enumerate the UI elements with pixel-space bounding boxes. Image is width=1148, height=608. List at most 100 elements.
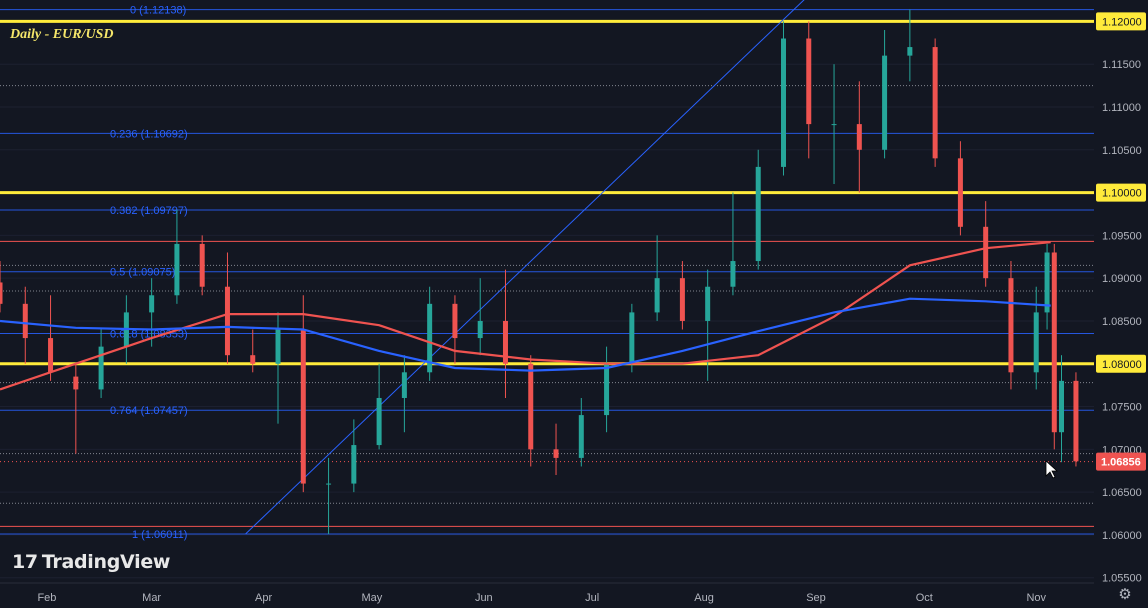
time-tick-label: Jun xyxy=(475,592,493,604)
current-price-label: 1.06856 xyxy=(1101,457,1141,469)
ma-red-line xyxy=(0,241,1051,391)
price-tick-label: 1.06500 xyxy=(1102,487,1142,499)
tradingview-logo: 17 TradingView xyxy=(12,551,170,573)
candle-body xyxy=(174,243,180,296)
candle-body xyxy=(1044,252,1050,313)
price-tick-label: 1.06000 xyxy=(1102,530,1142,542)
price-axis-background xyxy=(1094,0,1148,608)
current-price-tag[interactable] xyxy=(1096,452,1146,471)
candle-body xyxy=(326,483,332,485)
candle-body xyxy=(199,243,205,287)
candle-body xyxy=(780,38,786,167)
price-tick-label: 1.09500 xyxy=(1102,230,1142,242)
time-tick-label: Nov xyxy=(1026,592,1046,604)
price-tag-key xyxy=(1096,354,1146,373)
price-tick-label: 1.09000 xyxy=(1102,273,1142,285)
gear-icon[interactable]: ⚙ xyxy=(1118,586,1132,603)
price-tag-key xyxy=(1096,12,1146,31)
candle-body xyxy=(502,320,508,364)
candle-body xyxy=(1051,252,1057,433)
candle-body xyxy=(755,166,761,262)
fib-level-label: 0.382 (1.09797) xyxy=(110,205,188,217)
candle-body xyxy=(604,363,610,416)
price-tick-label: 1.08000 xyxy=(1102,359,1142,371)
price-tag-key xyxy=(1096,183,1146,202)
candle-body xyxy=(882,55,888,150)
candle-body xyxy=(806,38,812,125)
fib-level-label: 0.236 (1.10692) xyxy=(110,128,188,140)
price-tick-label: 1.07500 xyxy=(1102,402,1142,414)
candle-body xyxy=(1008,278,1014,373)
price-tick-label: 1.08500 xyxy=(1102,316,1142,328)
arrow-cursor-icon xyxy=(1045,460,1059,479)
time-tick-label: Aug xyxy=(694,592,714,604)
time-tick-label: Jul xyxy=(585,592,599,604)
candle-body xyxy=(907,47,913,56)
fib-level-label: 1 (1.06011) xyxy=(132,529,187,541)
candle-body xyxy=(452,303,458,339)
candle-body xyxy=(932,47,938,159)
candle-body xyxy=(1073,380,1079,462)
candle-body xyxy=(351,445,357,484)
candle-body xyxy=(73,376,79,390)
candle-body xyxy=(983,226,989,279)
time-axis[interactable]: Feb Mar Apr May Jun Jul Aug Sep Oct Nov xyxy=(0,582,1094,604)
candle-body xyxy=(275,329,281,364)
fibonacci-levels[interactable]: 0 (1.12138) 0.236 (1.10692) 0.382 (1.09797… xyxy=(0,5,1094,541)
chart-title: Daily - EUR/USD xyxy=(10,27,114,42)
candle-body xyxy=(957,158,963,227)
logo-mark: 17 xyxy=(12,551,38,573)
ma-blue-line xyxy=(0,297,1051,372)
candle-body xyxy=(22,303,28,339)
trendline[interactable] xyxy=(245,0,805,535)
time-tick-label: May xyxy=(361,592,382,604)
arrow-cursor-shape xyxy=(1045,460,1059,479)
price-tick-label: 1.11000 xyxy=(1102,102,1141,114)
fib-level-label: 0.618 (1.08353) xyxy=(110,329,188,341)
candle-body xyxy=(376,397,382,446)
candles xyxy=(0,9,1079,535)
price-tick-label: 1.05500 xyxy=(1102,573,1142,585)
time-tick-label: Oct xyxy=(916,592,933,604)
fib-level-label: 0.5 (1.09075) xyxy=(110,267,175,279)
candle-body xyxy=(224,286,230,356)
candle-body xyxy=(578,415,584,458)
price-tick-label: 1.12000 xyxy=(1102,16,1142,28)
candle-body xyxy=(300,329,306,484)
time-tick-label: Apr xyxy=(255,592,272,604)
candle-body xyxy=(1059,380,1065,433)
candle-body xyxy=(250,355,256,364)
candle-body xyxy=(831,124,837,126)
candle-body xyxy=(705,286,711,321)
candle-body xyxy=(0,282,3,304)
price-tick-label: 1.11500 xyxy=(1102,59,1141,71)
fib-level-label: 0 (1.12138) xyxy=(130,5,186,17)
logo-text: TradingView xyxy=(41,551,171,573)
time-tick-label: Sep xyxy=(806,592,826,604)
candle-body xyxy=(528,363,534,450)
candle-body xyxy=(679,278,685,321)
candle-body xyxy=(149,295,155,313)
fib-level-label: 0.764 (1.07457) xyxy=(110,405,188,417)
candle-body xyxy=(730,261,736,287)
trend-line[interactable] xyxy=(245,0,805,535)
candle-body xyxy=(401,372,407,398)
candle-body xyxy=(553,449,559,458)
candle-body xyxy=(427,303,433,373)
horizontal-levels xyxy=(0,19,1094,527)
candle-body xyxy=(98,346,104,390)
time-tick-label: Feb xyxy=(37,592,56,604)
price-axis[interactable]: 1.12000 1.11500 1.11000 1.10500 1.10000 1.095… xyxy=(1094,0,1148,608)
candle-body xyxy=(1033,312,1039,373)
candle-body xyxy=(654,278,660,313)
price-tick-label: 1.10000 xyxy=(1102,188,1142,200)
candle-body xyxy=(629,312,635,364)
candle-body xyxy=(856,124,862,150)
price-tick-label: 1.10500 xyxy=(1102,145,1142,157)
candle-body xyxy=(48,338,54,373)
moving-averages xyxy=(0,241,1051,391)
candle-body xyxy=(477,320,483,339)
time-tick-label: Mar xyxy=(142,592,161,604)
